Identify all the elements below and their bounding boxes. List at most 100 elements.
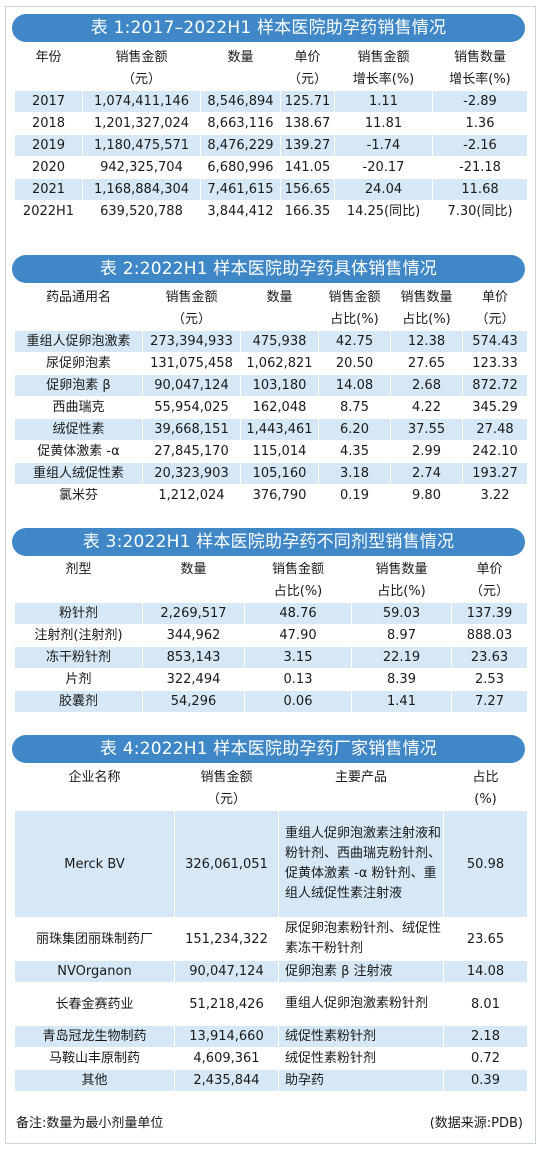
table2-cell: 6.20 (318, 418, 391, 441)
table3-cell: 48.76 (244, 602, 352, 625)
table2-cell: 14.08 (318, 374, 391, 397)
table4-row: 长春金赛药业 51,218,426 重组人促卵泡激素粉针剂 8.01 (14, 982, 528, 1026)
table3-cell: 59.03 (351, 602, 452, 625)
table4-cell: 2,435,844 (174, 1069, 279, 1092)
table3-cell: 322,494 (142, 668, 245, 691)
table2-row: 重组人绒促性素 20,323,903 105,160 3.18 2.74 193.27 (14, 462, 528, 485)
table1-cell: 2017 (14, 90, 83, 113)
table2-header-cell (240, 308, 319, 331)
table2-title: 表 2:2022H1 样本医院助孕药具体销售情况 (12, 255, 525, 283)
table1-header-cell: 增长率(%) (432, 68, 528, 91)
table3-cell: 853,143 (142, 646, 245, 669)
table2-cell: 氯米芬 (14, 484, 143, 507)
table1-row: 2018 1,201,327,024 8,663,116 138.67 11.81 1.3… (14, 112, 528, 135)
table2: 药品通用名 销售金额 数量 销售金额 销售数量 单价 （元） 占比(%) 占比(%) （元） 重组人… (14, 286, 528, 507)
table2-row: 氯米芬 1,212,024 376,790 0.19 9.80 3.22 (14, 484, 528, 507)
table1-header-cell: 销售金额 (334, 46, 433, 69)
table4-cell: 23.65 (443, 917, 528, 961)
table1-cell: 1,074,411,146 (82, 90, 201, 113)
table1-cell: -1.74 (334, 134, 433, 157)
table3-cell: 2,269,517 (142, 602, 245, 625)
table4-cell: 助孕药 (278, 1069, 444, 1092)
table2-cell: 0.19 (318, 484, 391, 507)
table1-row: 2017 1,074,411,146 8,546,894 125.71 1.11 -2.8… (14, 90, 528, 113)
table4-cell: NVOrganon (14, 960, 175, 983)
table4-cell: 151,234,322 (174, 917, 279, 961)
table4-header-cell: 销售金额 (174, 766, 279, 789)
table1-cell: -2.89 (432, 90, 528, 113)
table3-header-cell: 剂型 (14, 558, 143, 581)
table3-header-cell: 占比(%) (244, 580, 352, 603)
table4-cell: 青岛冠龙生物制药 (14, 1025, 175, 1048)
table1-cell: 2018 (14, 112, 83, 135)
table1-cell: 942,325,704 (82, 156, 201, 179)
table2-cell: 475,938 (240, 330, 319, 353)
table2-header-cell: 销售数量 (390, 286, 463, 309)
table2-cell: 39,668,151 (142, 418, 241, 441)
table2-cell: 55,954,025 (142, 396, 241, 419)
table2-cell: 90,047,124 (142, 374, 241, 397)
table3-cell: 8.39 (351, 668, 452, 691)
table4-cell: 90,047,124 (174, 960, 279, 983)
table1-cell: 639,520,788 (82, 200, 201, 223)
table3-row: 注射剂(注射剂) 344,962 47.90 8.97 888.03 (14, 624, 528, 647)
table2-cell: 3.18 (318, 462, 391, 485)
table3-cell: 2.53 (451, 668, 528, 691)
table1-cell: 8,476,229 (200, 134, 281, 157)
table2-cell: 193.27 (462, 462, 528, 485)
table3-header-cell (14, 580, 143, 603)
table2-header-cell: 占比(%) (390, 308, 463, 331)
table4-row: 马鞍山丰原制药 4,609,361 绒促性素粉针剂 0.72 (14, 1047, 528, 1070)
table2-cell: 3.22 (462, 484, 528, 507)
table1-header-cell: 增长率(%) (334, 68, 433, 91)
table4-row: 青岛冠龙生物制药 13,914,660 绒促性素粉针剂 2.18 (14, 1025, 528, 1048)
table2-header-cell: 销售金额 (142, 286, 241, 309)
table3-cell: 7.27 (451, 690, 528, 713)
table4-cell: 0.72 (443, 1047, 528, 1070)
table2-cell: 2.99 (390, 440, 463, 463)
table3-header-cell: 单价 (451, 558, 528, 581)
table2-header-row: （元） 占比(%) 占比(%) （元） (14, 308, 528, 331)
table3-cell: 8.97 (351, 624, 452, 647)
table1-cell: -20.17 (334, 156, 433, 179)
table2-cell: 1,062,821 (240, 352, 319, 375)
table4-cell: 促卵泡素 β 注射液 (278, 960, 444, 983)
table2-cell: 42.75 (318, 330, 391, 353)
table2-cell: 115,014 (240, 440, 319, 463)
table3-header-cell: 销售数量 (351, 558, 452, 581)
table2-cell: 345.29 (462, 396, 528, 419)
table4-cell: 326,061,051 (174, 810, 279, 918)
table4: 企业名称 销售金额 主要产品 占比 （元） (%) Merck BV 326,061,051 重… (14, 766, 528, 1092)
table3-cell: 137.39 (451, 602, 528, 625)
table1-cell: 125.71 (280, 90, 335, 113)
table1-header-cell (200, 68, 281, 91)
table2-cell: 2.74 (390, 462, 463, 485)
table1-header-row: 年份 销售金额 数量 单价 销售金额 销售数量 (14, 46, 528, 69)
table1-header-cell (14, 68, 83, 91)
table3-cell: 54,296 (142, 690, 245, 713)
table1-cell: 1.11 (334, 90, 433, 113)
table2-cell: 105,160 (240, 462, 319, 485)
table1-cell: 7,461,615 (200, 178, 281, 201)
table2-cell: 37.55 (390, 418, 463, 441)
table2-cell: 131,075,458 (142, 352, 241, 375)
table1-cell: 1,180,475,571 (82, 134, 201, 157)
table4-cell: 重组人促卵泡激素粉针剂 (278, 982, 444, 1026)
table4-cell: 2.18 (443, 1025, 528, 1048)
table1-header-cell: （元） (280, 68, 335, 91)
table4-header-cell: (%) (443, 788, 528, 811)
table3-header-cell: 占比(%) (351, 580, 452, 603)
table1-title: 表 1:2017–2022H1 样本医院助孕药销售情况 (12, 14, 525, 42)
table2-cell: 27,845,170 (142, 440, 241, 463)
table3-header-cell (142, 580, 245, 603)
table4-cell: 其他 (14, 1069, 175, 1092)
table2-cell: 242.10 (462, 440, 528, 463)
table3-cell: 0.13 (244, 668, 352, 691)
table4-cell: 尿促卵泡素粉针剂、绒促性素冻干粉针剂 (278, 917, 444, 961)
table2-cell: 162,048 (240, 396, 319, 419)
table3-cell: 粉针剂 (14, 602, 143, 625)
table4-row: Merck BV 326,061,051 重组人促卵泡激素注射液和粉针剂、西曲瑞克粉… (14, 810, 528, 918)
table3-cell: 344,962 (142, 624, 245, 647)
table1-header-cell: 单价 (280, 46, 335, 69)
table3-cell: 注射剂(注射剂) (14, 624, 143, 647)
